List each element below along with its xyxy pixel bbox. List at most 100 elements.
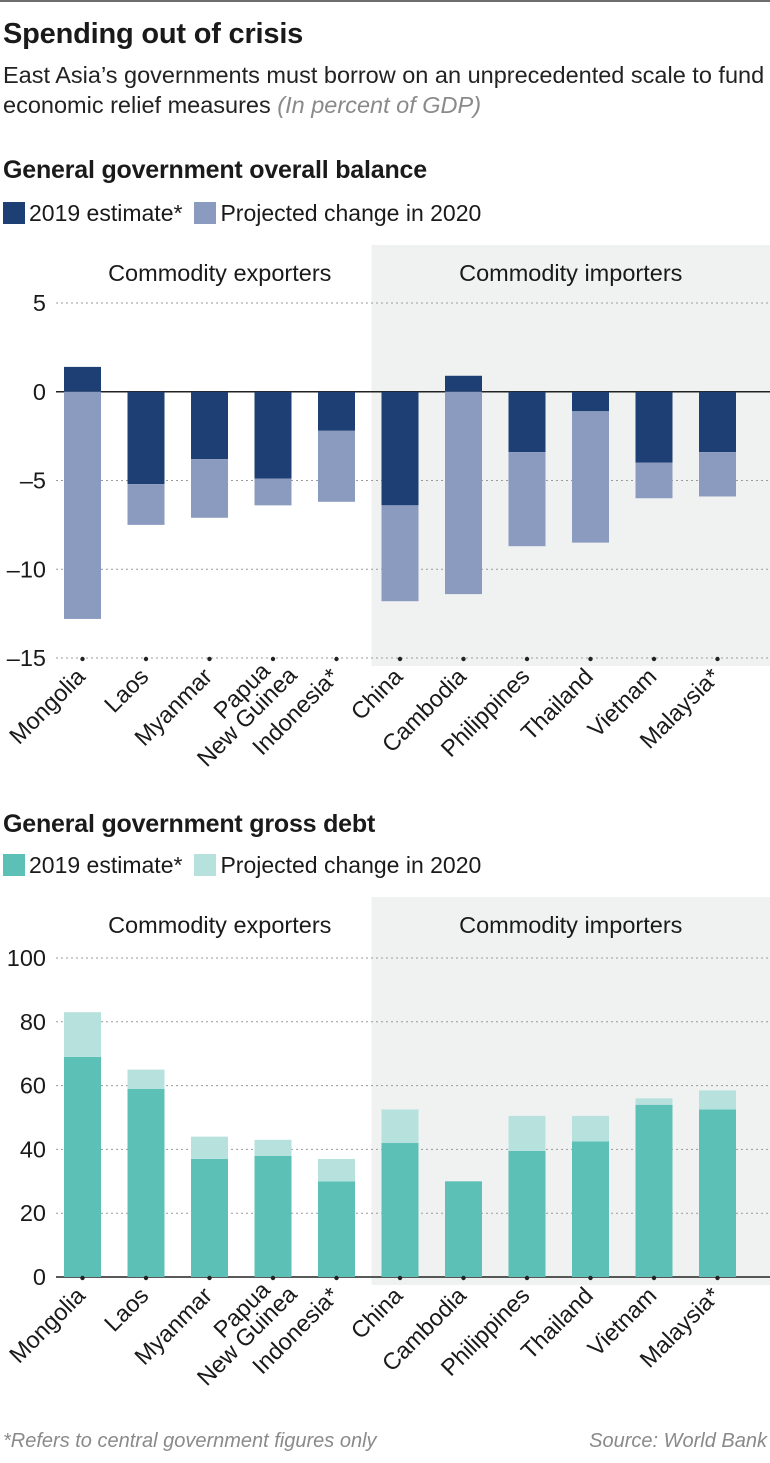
- x-tick-dot: [524, 656, 530, 662]
- page-subtitle: East Asia’s governments must borrow on a…: [3, 60, 770, 120]
- x-tick-dot: [524, 1275, 530, 1281]
- x-tick-dot: [270, 656, 276, 662]
- chart1-legend-item-2019: 2019 estimate*: [3, 200, 182, 227]
- y-tick-label: –10: [7, 556, 46, 582]
- bar-segment: [699, 452, 736, 497]
- chart1-container: Commodity exporters Commodity importers 5 0…: [0, 245, 770, 795]
- chart2-legend-swatch-2020: [194, 854, 217, 876]
- group-label-exporters: Commodity exporters: [108, 260, 331, 286]
- bar-segment: [318, 1158, 355, 1182]
- bar-segment: [381, 1143, 419, 1277]
- bar-segment: [191, 1158, 228, 1277]
- x-tick-dot: [715, 656, 720, 662]
- x-tick-dot: [143, 1275, 149, 1281]
- bar-segment: [508, 452, 546, 547]
- x-tick-label: Laos: [99, 1282, 153, 1336]
- bar-segment: [318, 1181, 355, 1277]
- bar-segment: [699, 1109, 736, 1277]
- y-tick-label: –5: [20, 468, 46, 494]
- y-tick-label: 0: [33, 379, 46, 405]
- bar-segment: [64, 366, 101, 392]
- x-tick-dot: [715, 1275, 720, 1281]
- chart1-legend-swatch-2020: [194, 202, 217, 224]
- chart1-legend-swatch-2019: [3, 202, 25, 224]
- y-tick-label: 40: [20, 1136, 46, 1162]
- x-tick-label: Mongolia: [4, 662, 90, 748]
- bar-segment: [381, 1109, 419, 1144]
- chart2-title: General government gross debt: [3, 810, 376, 838]
- y-tick-label: 80: [20, 1009, 46, 1035]
- x-tick-dot: [143, 656, 149, 662]
- x-tick-dot: [334, 656, 339, 662]
- chart1-legend-item-2020: Projected change in 2020: [194, 200, 481, 227]
- group-label-importers: Commodity importers: [459, 912, 682, 938]
- x-tick-dot: [207, 656, 212, 662]
- bar-segment: [254, 391, 292, 479]
- bar-segment: [381, 505, 419, 602]
- y-tick-label: –15: [7, 645, 46, 671]
- bar-segment: [445, 375, 482, 392]
- y-tick-label: 100: [7, 945, 46, 971]
- bar-segment: [127, 484, 165, 525]
- chart2-svg: Commodity exporters Commodity importers 10…: [4, 897, 770, 1391]
- x-tick-dot: [588, 656, 593, 662]
- chart1-svg: Commodity exporters Commodity importers 5 0…: [4, 245, 770, 772]
- group-label-importers: Commodity importers: [459, 260, 682, 286]
- bar-segment: [635, 391, 673, 463]
- bar-segment: [635, 462, 673, 499]
- y-tick-label: 60: [20, 1073, 46, 1099]
- bar-segment: [64, 1012, 101, 1057]
- x-tick-dot: [334, 1275, 339, 1281]
- bar-segment: [635, 1098, 673, 1105]
- x-tick-dot: [461, 656, 466, 662]
- bar-segment: [508, 1150, 546, 1277]
- x-tick-dot: [651, 1275, 657, 1281]
- bar-segment: [445, 391, 482, 595]
- chart2-legend-label-2020: Projected change in 2020: [220, 851, 482, 878]
- bar-segment: [699, 1090, 736, 1110]
- x-tick-dot: [80, 656, 85, 662]
- footnote: *Refers to central government figures on…: [3, 1430, 377, 1452]
- bar-segment: [254, 478, 292, 506]
- x-tick-label: Mongolia: [4, 1281, 90, 1367]
- bar-segment: [64, 1056, 101, 1277]
- bar-segment: [318, 430, 355, 502]
- y-tick-label: 5: [33, 290, 46, 316]
- chart1-legend: 2019 estimate* Projected change in 2020: [3, 198, 493, 228]
- bar-segment: [127, 1069, 165, 1089]
- bar-segment: [635, 1104, 673, 1277]
- chart2-legend: 2019 estimate* Projected change in 2020: [3, 850, 493, 880]
- x-tick-dot: [651, 656, 657, 662]
- y-tick-label: 0: [33, 1264, 46, 1290]
- x-tick-label: China: [346, 1281, 408, 1343]
- x-tick-dot: [397, 1275, 403, 1281]
- bar-segment: [572, 411, 609, 543]
- source: Source: World Bank: [589, 1430, 767, 1452]
- chart1-title: General government overall balance: [3, 156, 427, 184]
- subtitle-unit: (In percent of GDP): [277, 92, 482, 118]
- chart1-legend-label-2020: Projected change in 2020: [220, 199, 482, 226]
- top-rule: [0, 0, 770, 2]
- bar-segment: [127, 1088, 165, 1277]
- chart2-legend-item-2019: 2019 estimate*: [3, 852, 182, 879]
- y-tick-label: 20: [20, 1200, 46, 1226]
- bar-segment: [508, 1115, 546, 1151]
- bar-segment: [254, 1139, 292, 1156]
- bar-segment: [191, 391, 228, 460]
- bar-segment: [381, 391, 419, 506]
- bar-segment: [699, 391, 736, 453]
- x-tick-dot: [80, 1275, 85, 1281]
- chart2-legend-item-2020: Projected change in 2020: [194, 852, 481, 879]
- bar-segment: [508, 391, 546, 453]
- bar-segment: [254, 1155, 292, 1277]
- bar-segment: [318, 391, 355, 431]
- x-tick-dot: [588, 1275, 593, 1281]
- chart2-legend-label-2019: 2019 estimate*: [29, 851, 183, 878]
- bar-segment: [572, 1141, 609, 1277]
- chart1-legend-label-2019: 2019 estimate*: [29, 199, 183, 226]
- x-tick-dot: [397, 656, 403, 662]
- subtitle-text: East Asia’s governments must borrow on a…: [3, 62, 765, 118]
- page-title: Spending out of crisis: [3, 18, 304, 50]
- chart2-legend-swatch-2019: [3, 854, 25, 876]
- x-tick-dot: [461, 1275, 466, 1281]
